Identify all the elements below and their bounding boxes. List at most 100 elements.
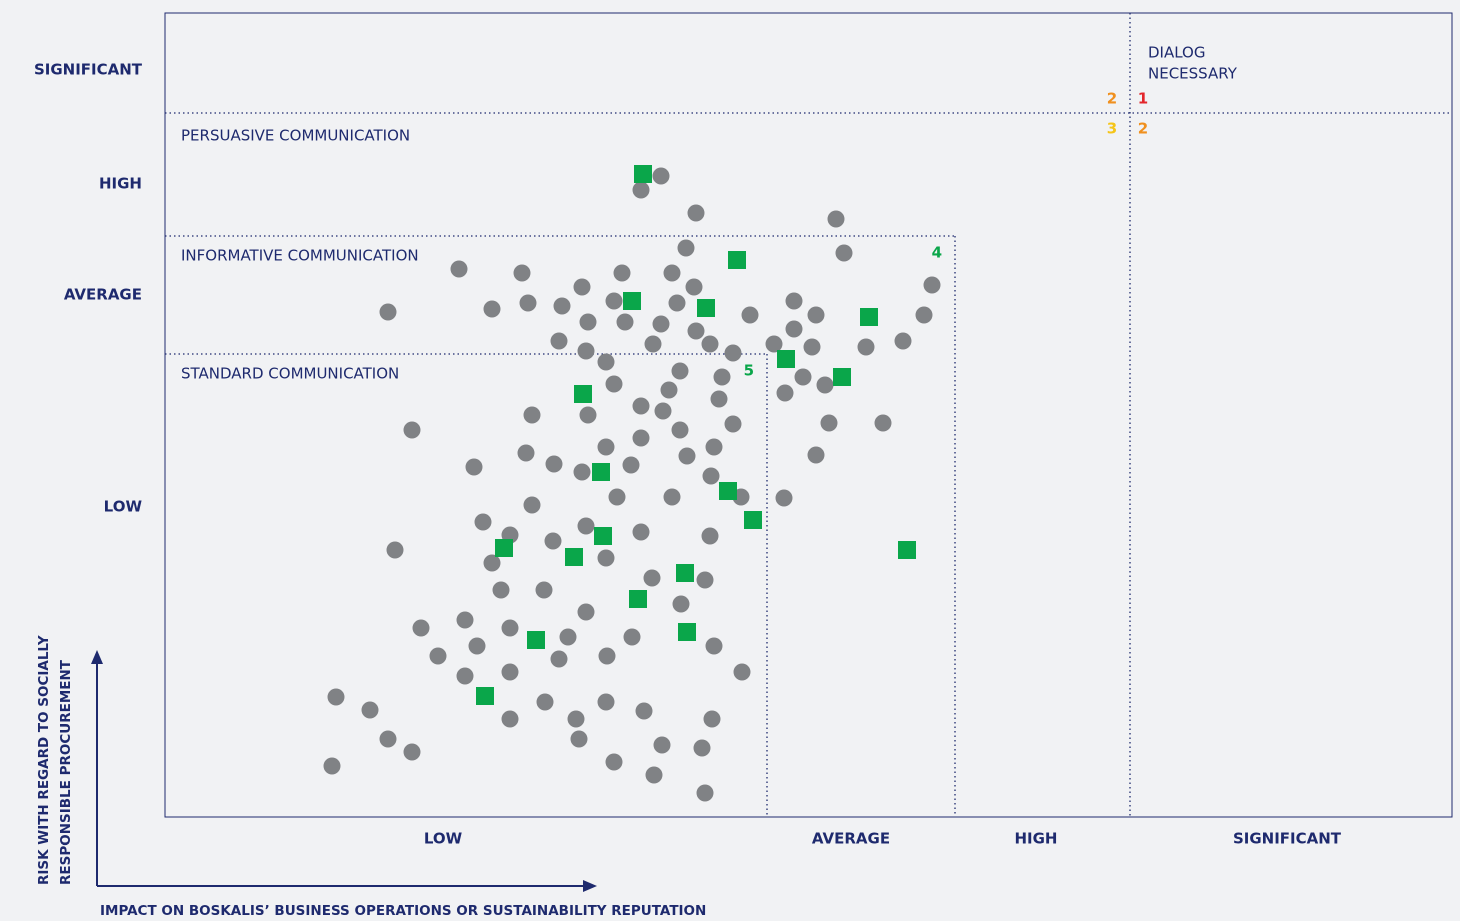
circle-marker — [579, 406, 597, 424]
circle-marker — [523, 406, 541, 424]
y-tick-label: HIGH — [99, 175, 142, 193]
quadrant-number: 1 — [1138, 90, 1148, 108]
circle-marker — [513, 264, 531, 282]
circle-marker — [785, 292, 803, 310]
square-marker — [594, 527, 612, 545]
circle-marker — [608, 488, 626, 506]
circle-marker — [577, 342, 595, 360]
circle-marker — [412, 619, 430, 637]
circle-marker — [654, 402, 672, 420]
y-axis-title: RISK WITH REGARD TO SOCIALLY — [36, 635, 52, 885]
circle-marker — [605, 292, 623, 310]
circle-marker — [775, 489, 793, 507]
circle-marker — [323, 757, 341, 775]
circle-marker — [724, 415, 742, 433]
circle-marker — [536, 693, 554, 711]
circle-marker — [687, 204, 705, 222]
circle-marker — [724, 344, 742, 362]
circle-marker — [703, 710, 721, 728]
circle-marker — [653, 736, 671, 754]
square-marker — [476, 687, 494, 705]
circle-marker — [573, 463, 591, 481]
circle-marker — [710, 390, 728, 408]
circle-marker — [923, 276, 941, 294]
circle-marker — [741, 306, 759, 324]
y-tick-label: LOW — [104, 498, 143, 516]
circle-marker — [632, 523, 650, 541]
circle-marker — [705, 438, 723, 456]
circle-marker — [327, 688, 345, 706]
circle-marker — [644, 335, 662, 353]
y-tick-label: SIGNIFICANT — [34, 61, 143, 79]
circle-marker — [827, 210, 845, 228]
circle-marker — [816, 376, 834, 394]
square-marker — [744, 511, 762, 529]
circle-marker — [559, 628, 577, 646]
circle-marker — [379, 303, 397, 321]
circle-marker — [519, 294, 537, 312]
zone-number: 5 — [744, 362, 754, 380]
y-tick-label: AVERAGE — [64, 286, 142, 304]
zone-label: DIALOG — [1148, 44, 1206, 62]
square-marker — [777, 350, 795, 368]
circle-marker — [894, 332, 912, 350]
x-tick-label: SIGNIFICANT — [1233, 830, 1342, 848]
circle-marker — [643, 569, 661, 587]
circle-marker — [660, 381, 678, 399]
circle-marker — [632, 429, 650, 447]
zone-label: PERSUASIVE COMMUNICATION — [181, 127, 410, 145]
circle-marker — [523, 496, 541, 514]
square-marker — [898, 541, 916, 559]
circle-marker — [713, 368, 731, 386]
circle-marker — [579, 313, 597, 331]
x-tick-label: AVERAGE — [812, 830, 890, 848]
circle-marker — [616, 313, 634, 331]
circle-marker — [696, 784, 714, 802]
quadrant-number: 2 — [1107, 90, 1117, 108]
circle-marker — [807, 306, 825, 324]
circle-marker — [668, 294, 686, 312]
zone-label: INFORMATIVE COMMUNICATION — [181, 247, 419, 265]
square-marker — [728, 251, 746, 269]
circle-marker — [645, 766, 663, 784]
circle-marker — [677, 239, 695, 257]
circle-marker — [598, 647, 616, 665]
circle-marker — [671, 421, 689, 439]
circle-marker — [652, 315, 670, 333]
circle-marker — [429, 647, 447, 665]
circle-marker — [570, 730, 588, 748]
square-marker — [634, 165, 652, 183]
circle-marker — [577, 517, 595, 535]
circle-marker — [403, 743, 421, 761]
circle-marker — [702, 467, 720, 485]
circle-marker — [456, 611, 474, 629]
square-marker — [527, 631, 545, 649]
circle-marker — [663, 264, 681, 282]
circle-marker — [807, 446, 825, 464]
square-marker — [574, 385, 592, 403]
circle-marker — [687, 322, 705, 340]
circle-marker — [474, 513, 492, 531]
square-marker — [623, 292, 641, 310]
circle-marker — [613, 264, 631, 282]
circle-marker — [465, 458, 483, 476]
circle-marker — [597, 693, 615, 711]
square-marker — [629, 590, 647, 608]
circle-marker — [501, 619, 519, 637]
circle-marker — [379, 730, 397, 748]
x-arrow-head — [583, 880, 597, 892]
circle-marker — [573, 278, 591, 296]
circle-marker — [553, 297, 571, 315]
circle-marker — [361, 701, 379, 719]
zone-number: 4 — [932, 244, 942, 262]
circle-marker — [803, 338, 821, 356]
square-marker — [678, 623, 696, 641]
circle-marker — [705, 637, 723, 655]
y-arrow-head — [91, 650, 103, 664]
circle-marker — [685, 278, 703, 296]
x-axis-title: IMPACT ON BOSKALIS’ BUSINESS OPERATIONS … — [100, 903, 706, 919]
circle-marker — [577, 603, 595, 621]
circle-marker — [915, 306, 933, 324]
circle-marker — [456, 667, 474, 685]
